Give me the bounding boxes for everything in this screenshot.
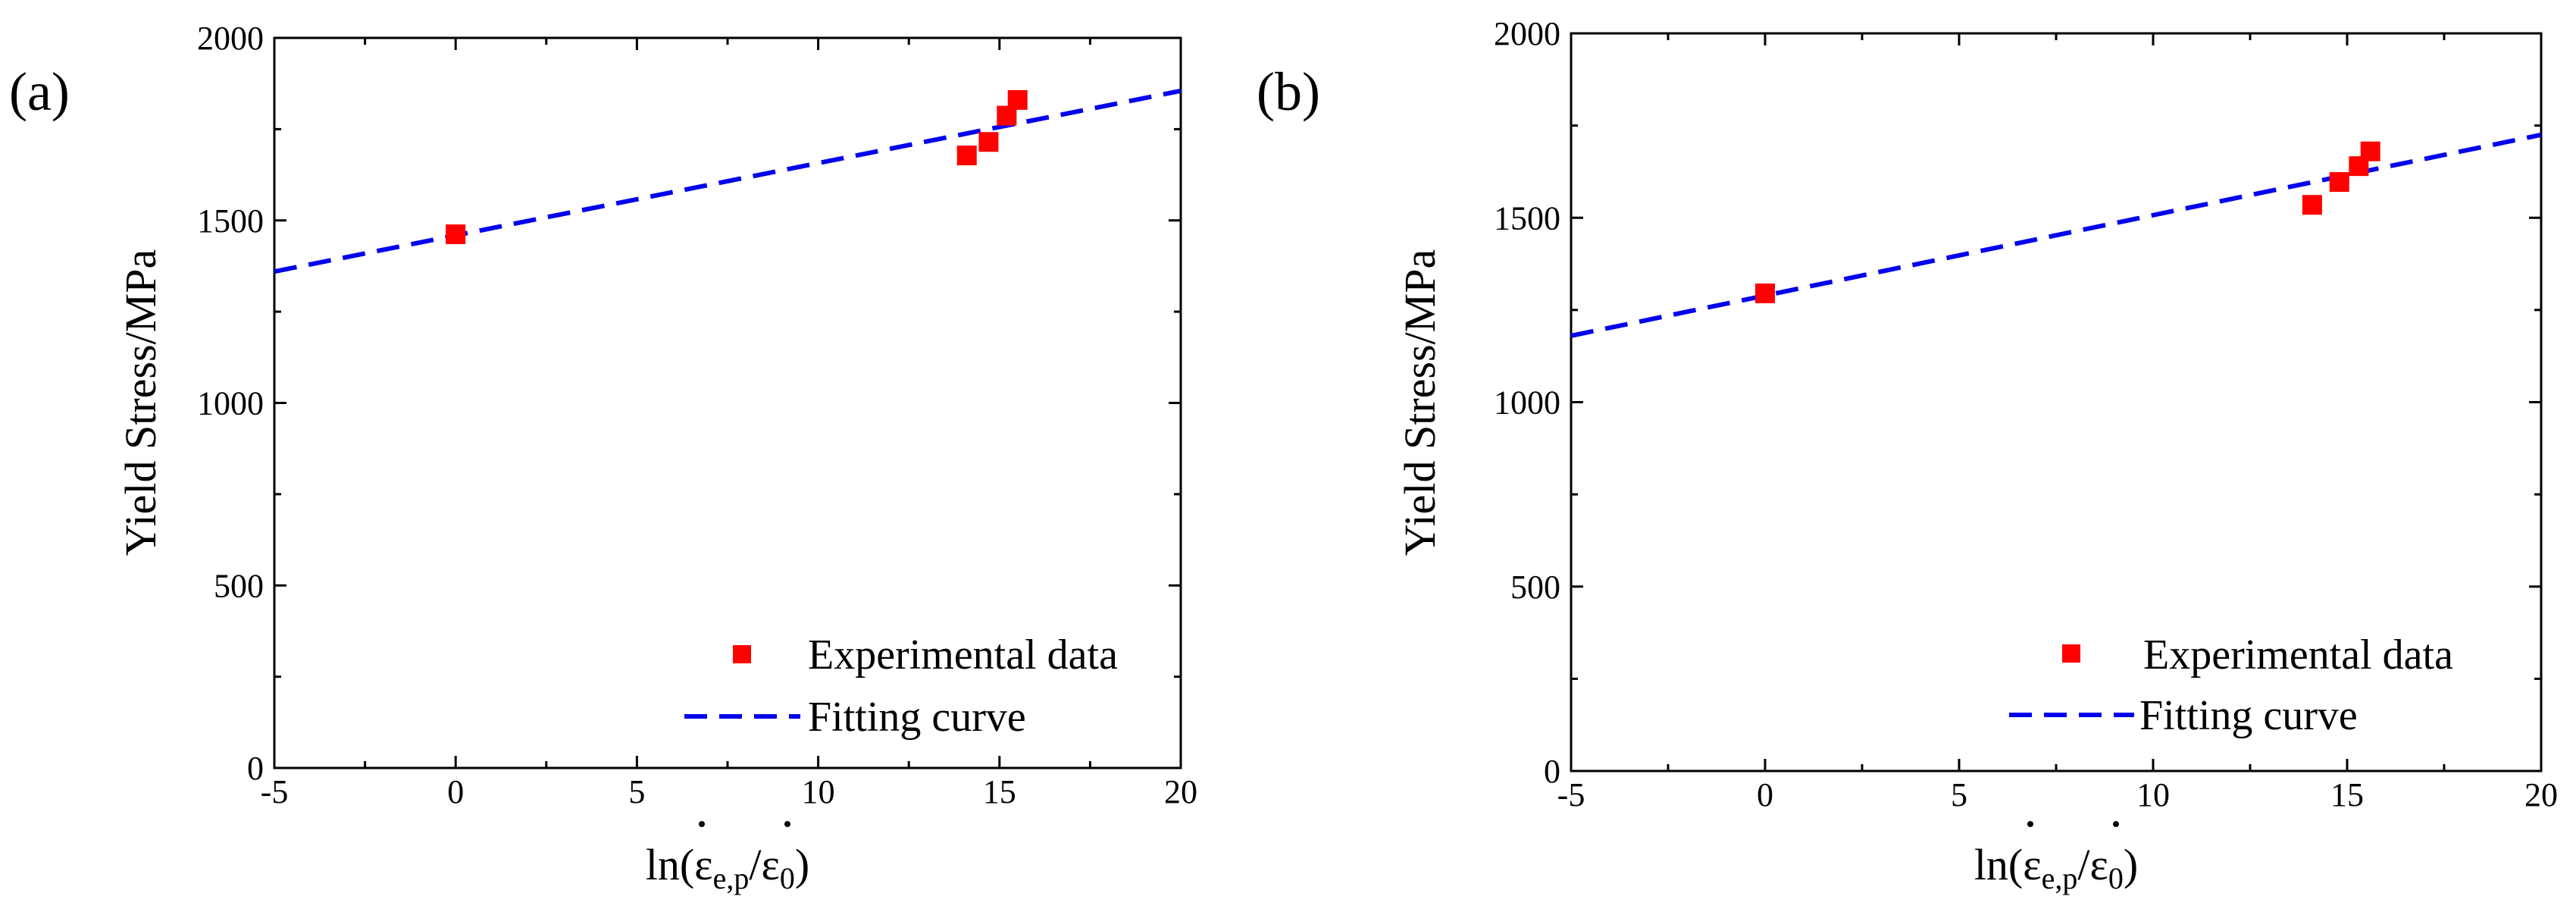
legend-label-fitting-b: Fitting curve bbox=[2139, 692, 2358, 739]
x-axis-title-b: ln(εe,p/ε0) bbox=[1974, 840, 2138, 895]
x-tick-label: -5 bbox=[261, 773, 289, 810]
fitting-curve-line bbox=[1570, 132, 2542, 338]
experimental-data-point bbox=[978, 132, 999, 152]
y-tick-label: 2000 bbox=[197, 20, 264, 57]
y-tick-label: 0 bbox=[247, 750, 264, 787]
x-axis-title-dot-1-a bbox=[699, 821, 705, 827]
tick-marks-b bbox=[1570, 32, 2543, 773]
legend-marker-experimental-b bbox=[2062, 644, 2080, 663]
x-axis-title-dot-2-b bbox=[2113, 821, 2119, 827]
legend-label-experimental-a: Experimental data bbox=[808, 632, 1118, 679]
x-tick-label: 10 bbox=[802, 773, 835, 810]
x-tick-label: 5 bbox=[1951, 776, 1967, 813]
y-tick-label: 0 bbox=[1544, 753, 1560, 790]
experimental-data-point bbox=[446, 224, 466, 245]
y-axis-title-a: Yield Stress/MPa bbox=[116, 249, 165, 556]
experimental-data-point bbox=[1755, 283, 1775, 303]
legend-label-experimental-b: Experimental data bbox=[2143, 632, 2453, 679]
x-tick-label: 20 bbox=[2524, 776, 2558, 813]
y-tick-label: 1000 bbox=[1494, 384, 1560, 422]
y-tick-label: 1000 bbox=[197, 385, 264, 422]
x-axis-title-dot-2-a bbox=[784, 821, 790, 827]
y-tick-label: 500 bbox=[1510, 569, 1560, 606]
x-axis-title-a: ln(εe,p/ε0) bbox=[646, 840, 809, 895]
x-axis-title-dot-1-b bbox=[2027, 821, 2033, 827]
experimental-data-point bbox=[1007, 89, 1028, 110]
legend-marker-experimental-a bbox=[733, 645, 751, 663]
experimental-data-point bbox=[956, 146, 977, 166]
x-tick-label: 15 bbox=[2330, 776, 2364, 813]
series-layer-b bbox=[1570, 132, 2542, 338]
experimental-data-point bbox=[2360, 141, 2380, 161]
experimental-data-point bbox=[2302, 195, 2322, 215]
legend-a: Experimental data Fitting curve bbox=[684, 632, 1118, 741]
x-tick-label: -5 bbox=[1557, 776, 1585, 813]
series-layer-a bbox=[274, 88, 1182, 274]
legend-label-fitting-a: Fitting curve bbox=[808, 694, 1026, 741]
y-tick-label: 1500 bbox=[1494, 199, 1560, 237]
experimental-data-point bbox=[2329, 172, 2349, 193]
y-tick-label: 1500 bbox=[197, 202, 264, 240]
panel-label-b: (b) bbox=[1257, 61, 1320, 122]
x-tick-label: 5 bbox=[628, 773, 645, 810]
y-axis-title-b: Yield Stress/MPa bbox=[1395, 249, 1445, 556]
legend-b: Experimental data Fitting curve bbox=[2009, 632, 2453, 739]
panel-label-a: (a) bbox=[9, 61, 70, 122]
x-tick-label: 20 bbox=[1164, 773, 1197, 810]
y-tick-label: 2000 bbox=[1494, 15, 1560, 52]
x-tick-label: 15 bbox=[983, 773, 1016, 810]
x-tick-label: 0 bbox=[447, 773, 464, 810]
x-tick-label: 10 bbox=[2136, 776, 2170, 813]
y-tick-label: 500 bbox=[214, 567, 264, 604]
fitting-curve-line bbox=[274, 88, 1182, 274]
tick-marks-a bbox=[273, 36, 1182, 769]
x-tick-label: 0 bbox=[1757, 776, 1773, 813]
